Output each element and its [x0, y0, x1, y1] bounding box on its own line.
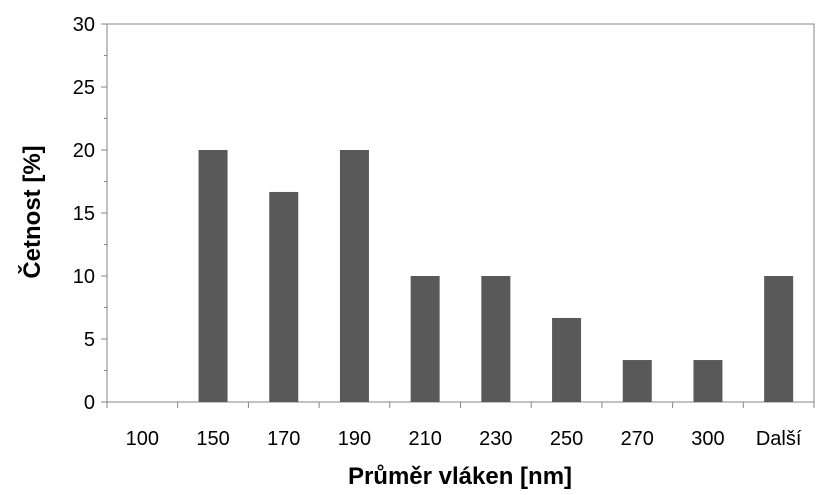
x-tick-label: 170	[267, 428, 300, 450]
x-tick-label: 150	[196, 428, 229, 450]
y-tick-label: 5	[84, 329, 95, 351]
x-tick-label: 270	[621, 428, 654, 450]
x-tick-label: 100	[126, 428, 159, 450]
bar	[764, 276, 794, 402]
y-tick-label: 20	[73, 140, 95, 162]
bar	[410, 276, 440, 402]
x-axis: 100 150 170 190 210 230 250 270 300 Další	[106, 401, 815, 450]
bar	[481, 276, 511, 402]
x-axis-title: Průměr vláken [nm]	[348, 463, 572, 490]
y-tick-label: 15	[73, 203, 95, 225]
x-tick-label: 250	[550, 428, 583, 450]
bar	[622, 360, 652, 402]
bars	[198, 150, 794, 402]
y-tick-label: 10	[73, 266, 95, 288]
y-tick-label: 0	[84, 392, 95, 414]
bar	[552, 317, 582, 402]
x-tick-label: 300	[691, 428, 724, 450]
y-tick-label: 25	[73, 77, 95, 99]
bar	[198, 150, 228, 402]
x-tick-label: 190	[338, 428, 371, 450]
bar	[693, 360, 723, 402]
y-axis: 0 5 10 15 20 25 30	[73, 14, 108, 414]
x-tick-label: Další	[756, 428, 802, 450]
x-tick-label: 230	[479, 428, 512, 450]
x-tick-label: 210	[408, 428, 441, 450]
bar	[339, 150, 369, 402]
bar	[269, 191, 299, 402]
y-tick-label: 30	[73, 14, 95, 36]
y-axis-title: Četnost [%]	[18, 145, 46, 278]
